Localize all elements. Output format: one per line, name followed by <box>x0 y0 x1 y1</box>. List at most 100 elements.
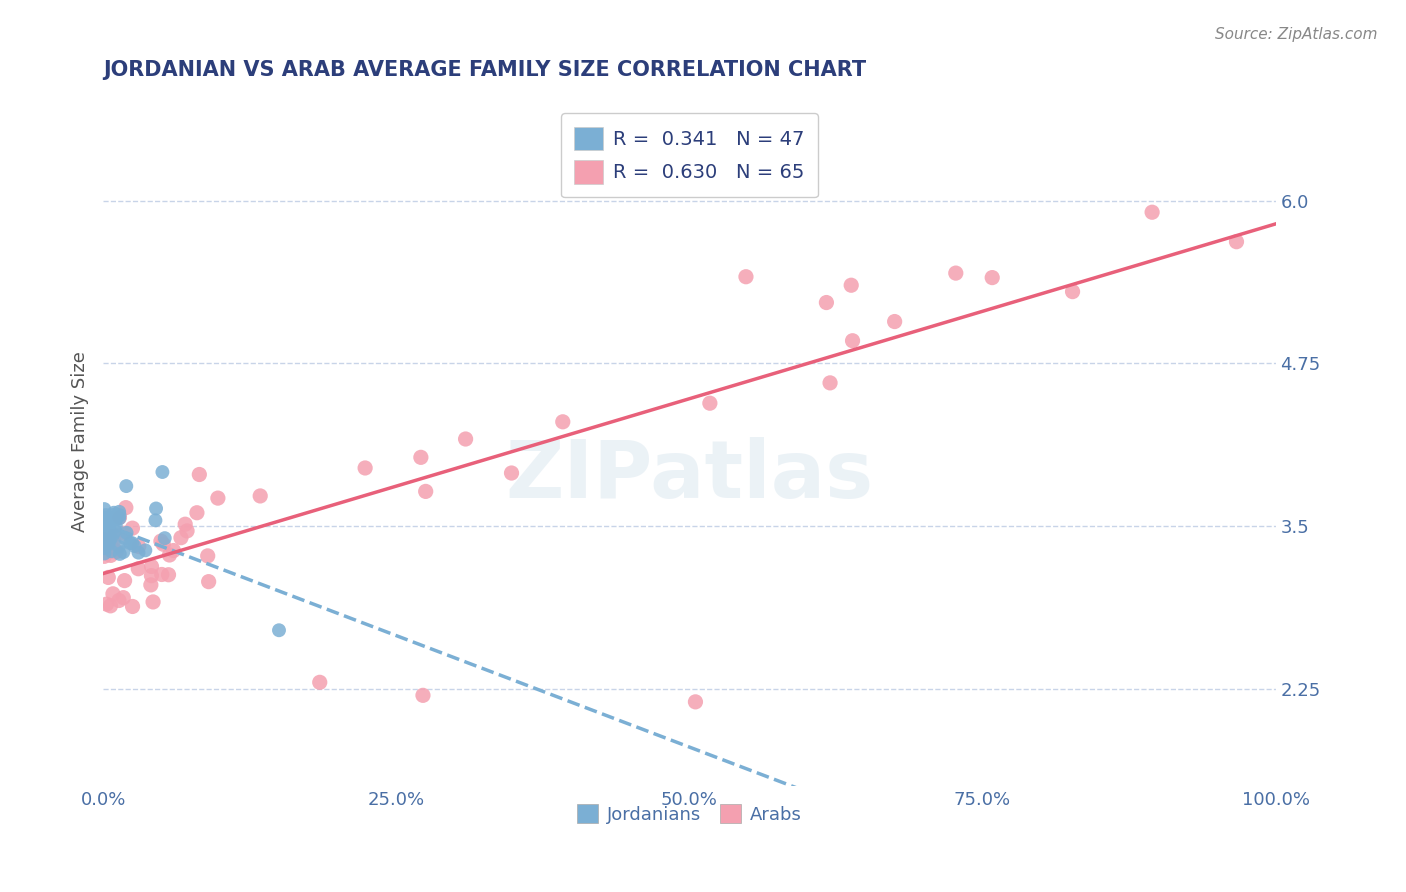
Arabs <box>981 270 1004 285</box>
Jordanians <box>93 526 115 541</box>
Arabs <box>1062 285 1084 299</box>
Jordanians <box>134 543 156 558</box>
Jordanians <box>115 479 138 493</box>
Arabs <box>841 334 863 348</box>
Jordanians <box>108 540 131 554</box>
Arabs <box>139 578 162 592</box>
Jordanians <box>93 533 115 548</box>
Arabs <box>354 461 377 475</box>
Jordanians <box>98 534 121 549</box>
Jordanians <box>114 531 136 545</box>
Arabs <box>501 466 523 480</box>
Y-axis label: Average Family Size: Average Family Size <box>72 351 89 532</box>
Arabs <box>735 269 758 284</box>
Jordanians <box>103 508 125 522</box>
Jordanians <box>96 511 118 525</box>
Arabs <box>141 568 163 582</box>
Arabs <box>162 543 184 558</box>
Jordanians <box>98 531 121 545</box>
Arabs <box>1140 205 1163 219</box>
Jordanians <box>94 522 117 536</box>
Arabs <box>142 595 165 609</box>
Arabs <box>412 689 434 703</box>
Jordanians <box>105 512 128 526</box>
Jordanians <box>120 536 142 550</box>
Arabs <box>103 543 125 558</box>
Arabs <box>159 548 181 562</box>
Jordanians <box>101 527 124 541</box>
Jordanians <box>108 547 131 561</box>
Arabs <box>685 695 707 709</box>
Legend: Jordanians, Arabs: Jordanians, Arabs <box>568 796 811 832</box>
Arabs <box>188 467 211 482</box>
Arabs <box>170 531 193 545</box>
Arabs <box>104 545 127 559</box>
Jordanians <box>267 624 290 638</box>
Arabs <box>699 396 721 410</box>
Arabs <box>112 591 135 605</box>
Jordanians <box>115 525 138 540</box>
Arabs <box>105 544 128 558</box>
Jordanians <box>153 531 176 545</box>
Arabs <box>128 540 150 554</box>
Arabs <box>127 562 149 576</box>
Arabs <box>249 489 271 503</box>
Jordanians <box>96 512 118 526</box>
Arabs <box>551 415 574 429</box>
Arabs <box>157 567 180 582</box>
Arabs <box>815 295 838 310</box>
Arabs <box>176 524 198 538</box>
Arabs <box>152 537 174 551</box>
Arabs <box>150 567 173 582</box>
Arabs <box>121 599 143 614</box>
Jordanians <box>112 545 135 559</box>
Arabs <box>100 540 122 554</box>
Arabs <box>93 549 115 564</box>
Arabs <box>186 506 208 520</box>
Jordanians <box>98 510 121 524</box>
Arabs <box>96 540 118 554</box>
Jordanians <box>96 513 118 527</box>
Jordanians <box>98 527 121 541</box>
Arabs <box>98 541 121 555</box>
Arabs <box>207 491 229 505</box>
Arabs <box>93 532 115 546</box>
Arabs <box>108 510 131 524</box>
Arabs <box>149 534 172 549</box>
Jordanians <box>100 544 122 558</box>
Arabs <box>839 278 862 293</box>
Jordanians <box>145 501 167 516</box>
Arabs <box>818 376 841 390</box>
Jordanians <box>104 519 127 533</box>
Arabs <box>945 266 967 280</box>
Jordanians <box>121 536 143 550</box>
Jordanians <box>100 531 122 545</box>
Arabs <box>115 500 138 515</box>
Jordanians <box>93 502 115 516</box>
Jordanians <box>94 508 117 522</box>
Jordanians <box>108 508 131 523</box>
Arabs <box>174 517 197 532</box>
Arabs <box>415 484 437 499</box>
Jordanians <box>124 539 146 553</box>
Jordanians <box>152 465 174 479</box>
Arabs <box>308 675 330 690</box>
Arabs <box>141 559 163 574</box>
Jordanians <box>104 524 127 538</box>
Jordanians <box>128 546 150 560</box>
Arabs <box>101 587 124 601</box>
Arabs <box>100 599 122 613</box>
Text: ZIPatlas: ZIPatlas <box>505 437 873 515</box>
Arabs <box>121 521 143 535</box>
Arabs <box>454 432 477 446</box>
Jordanians <box>96 523 118 537</box>
Jordanians <box>145 513 167 527</box>
Arabs <box>114 574 136 588</box>
Jordanians <box>96 516 118 530</box>
Jordanians <box>94 526 117 541</box>
Arabs <box>1225 235 1247 249</box>
Jordanians <box>93 541 115 556</box>
Arabs <box>108 593 131 607</box>
Arabs <box>96 597 118 611</box>
Arabs <box>197 574 219 589</box>
